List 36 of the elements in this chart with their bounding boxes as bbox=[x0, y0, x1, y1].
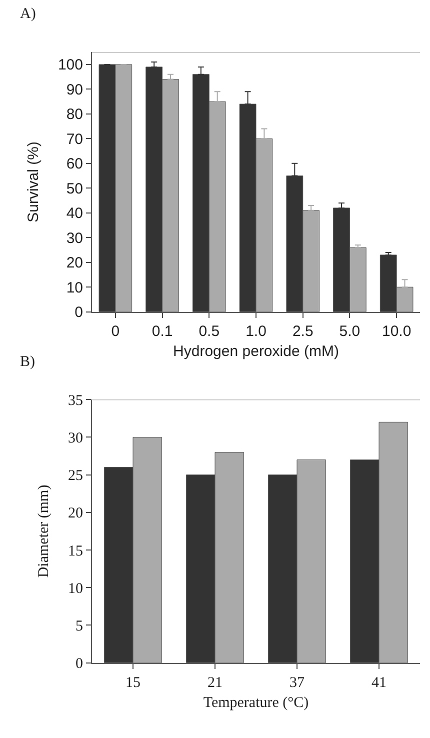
y-tick-label: 25 bbox=[68, 468, 83, 484]
y-tick-label: 10 bbox=[66, 279, 83, 296]
y-tick-label: 20 bbox=[68, 506, 83, 522]
x-tick-label: 0.5 bbox=[198, 322, 220, 340]
x-tick-label: 0.1 bbox=[152, 322, 173, 340]
y-tick-label: 5 bbox=[76, 618, 83, 634]
x-axis-title: Temperature (°C) bbox=[203, 694, 309, 711]
x-tick-label: 10.0 bbox=[382, 322, 412, 340]
chart-title: B) bbox=[20, 354, 36, 370]
y-tick-label: 70 bbox=[66, 130, 83, 148]
x-tick-label: 21 bbox=[208, 674, 222, 691]
x-tick-label: 0 bbox=[111, 322, 120, 340]
x-tick-label: 1.0 bbox=[246, 322, 266, 340]
y-tick-label: 0 bbox=[74, 304, 83, 322]
chart-title: A) bbox=[20, 6, 36, 22]
y-tick-label: 50 bbox=[66, 180, 83, 198]
y-tick-label: 0 bbox=[76, 656, 83, 672]
y-tick-label: 100 bbox=[58, 56, 83, 74]
x-tick-label: 37 bbox=[290, 674, 305, 691]
y-axis-title: Diameter (mm) bbox=[36, 484, 52, 578]
y-tick-label: 60 bbox=[66, 156, 83, 173]
x-axis-title: Hydrogen peroxide (mM) bbox=[173, 342, 339, 360]
y-tick-label: 40 bbox=[66, 205, 83, 222]
y-tick-label: 20 bbox=[66, 254, 83, 272]
y-tick-label: 30 bbox=[68, 430, 83, 446]
y-tick-label: 10 bbox=[68, 580, 83, 597]
y-tick-label: 35 bbox=[68, 392, 83, 409]
y-axis-title: Survival (%) bbox=[25, 142, 42, 222]
y-tick-label: 90 bbox=[66, 81, 83, 98]
x-tick-label: 5.0 bbox=[339, 322, 360, 340]
y-tick-label: 80 bbox=[66, 106, 83, 124]
y-tick-label: 30 bbox=[66, 230, 83, 247]
x-tick-label: 41 bbox=[372, 674, 386, 691]
x-tick-label: 15 bbox=[126, 674, 140, 691]
x-tick-label: 2.5 bbox=[292, 322, 314, 340]
y-tick-label: 15 bbox=[68, 543, 83, 560]
